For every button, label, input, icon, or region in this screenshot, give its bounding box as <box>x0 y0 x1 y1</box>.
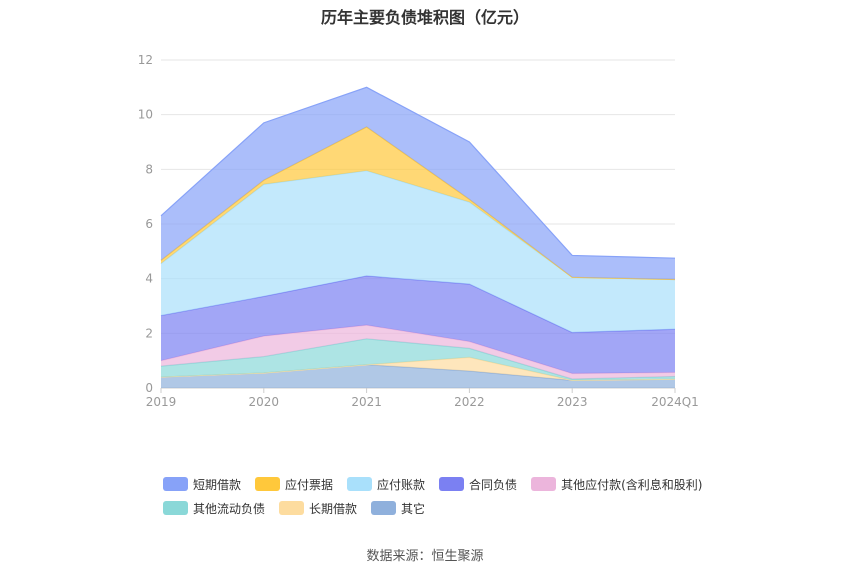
legend-item[interactable]: 应付票据 <box>255 476 333 493</box>
y-tick-label: 8 <box>145 162 153 176</box>
legend-swatch <box>439 477 465 491</box>
legend-item[interactable]: 应付账款 <box>347 476 425 493</box>
legend-label: 长期借款 <box>309 501 358 516</box>
x-tick-label: 2021 <box>351 395 382 409</box>
legend-swatch <box>347 477 373 491</box>
chart-title: 历年主要负债堆积图（亿元） <box>320 8 529 27</box>
area-series <box>161 338 675 381</box>
x-tick-label: 2020 <box>249 395 280 409</box>
legend-label: 合同负债 <box>469 477 518 492</box>
legend-label: 其它 <box>401 501 426 516</box>
legend-label: 应付票据 <box>285 477 334 492</box>
legend-item[interactable]: 其他流动负债 <box>163 500 265 517</box>
x-tick-label: 2024Q1 <box>651 395 699 409</box>
legend-swatch <box>163 477 188 491</box>
area-series <box>161 275 675 374</box>
stacked-area-chart: 0 2 4 6 8 10 12 2019 2020 2021 2022 2023 2024Q1 <box>138 53 699 409</box>
legend-item[interactable]: 其他应付款(含利息和股利) <box>531 476 702 493</box>
area-series <box>161 364 675 388</box>
area-series-line <box>160 86 676 259</box>
legend-swatch <box>531 477 557 491</box>
y-tick-label: 12 <box>138 53 153 67</box>
area-series-line <box>160 356 676 381</box>
legend-swatch <box>255 477 281 491</box>
legend-swatch <box>371 501 397 515</box>
y-tick-label: 2 <box>145 326 153 340</box>
x-tick-label: 2023 <box>557 395 588 409</box>
y-tick-label: 4 <box>145 272 153 286</box>
legend: 短期借款 应付票据 应付账款 合同负债 其他应付款(含利息和股利) 其他流动负债 长期借款… <box>163 472 723 520</box>
area-series <box>161 170 675 333</box>
source-note: 数据来源：恒生聚源 <box>366 549 484 564</box>
legend-label: 其他流动负债 <box>193 501 266 516</box>
x-tick-label: 2019 <box>146 395 177 409</box>
area-series-line <box>160 126 676 281</box>
y-tick-label: 6 <box>145 217 153 231</box>
legend-label: 应付账款 <box>377 477 426 492</box>
legend-row: 短期借款 应付票据 应付账款 合同负债 其他应付款(含利息和股利) <box>163 472 723 496</box>
legend-item[interactable]: 其它 <box>371 500 425 517</box>
legend-label: 其他应付款(含利息和股利) <box>561 477 703 492</box>
legend-swatch <box>163 501 188 515</box>
y-tick-label: 10 <box>138 108 153 122</box>
legend-item[interactable]: 短期借款 <box>163 476 241 493</box>
y-tick-label: 0 <box>145 381 153 395</box>
legend-swatch <box>279 501 305 515</box>
legend-label: 短期借款 <box>193 477 242 492</box>
legend-item[interactable]: 长期借款 <box>279 500 357 517</box>
legend-row: 其他流动负债 长期借款 其它 <box>163 496 723 520</box>
area-series <box>161 87 675 280</box>
x-tick-label: 2022 <box>454 395 485 409</box>
legend-item[interactable]: 合同负债 <box>439 476 517 493</box>
